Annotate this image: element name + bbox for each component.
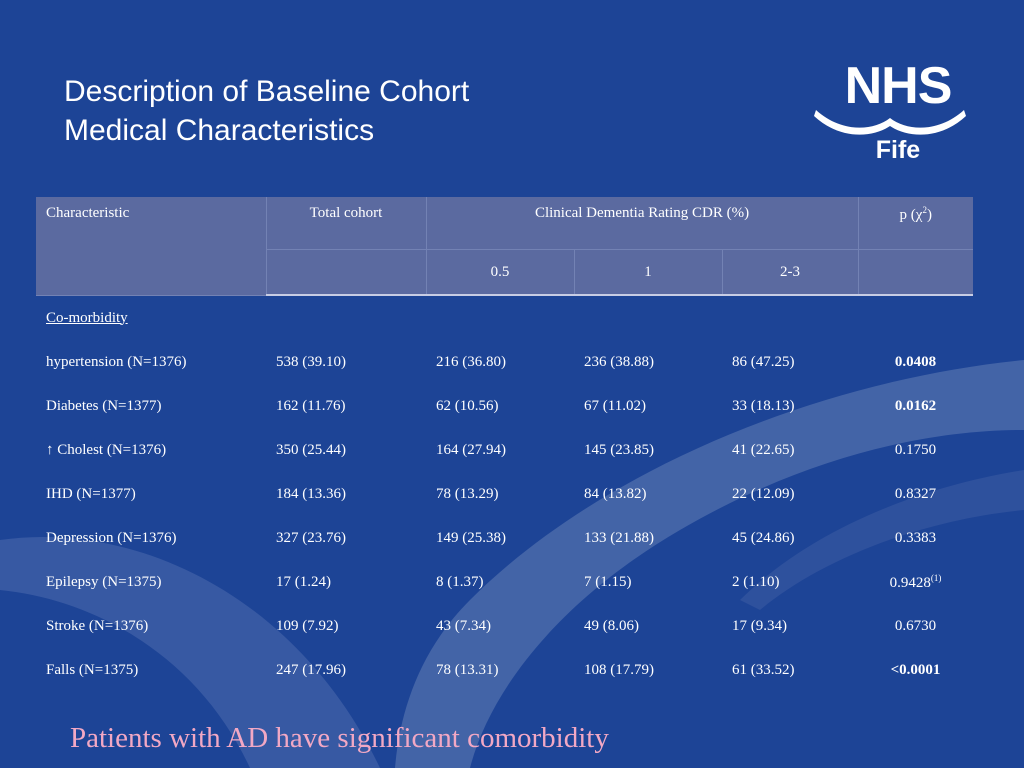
row-cdr-0-5: 164 (27.94) <box>436 441 506 458</box>
table-row: Stroke (N=1376) 109 (7.92) 43 (7.34) 49 (8.… <box>36 604 973 648</box>
logo-fife-text: Fife <box>875 136 921 164</box>
row-label: Diabetes (N=1377) <box>46 397 162 414</box>
row-label: Falls (N=1375) <box>46 661 139 678</box>
table-row: Epilepsy (N=1375) 17 (1.24) 8 (1.37) 7 (1.1… <box>36 560 973 604</box>
nhs-fife-logo: NHS Fife <box>810 57 970 170</box>
row-cdr-2-3: 61 (33.52) <box>732 661 795 678</box>
subheader-cdr-2-3: 2-3 <box>722 249 859 296</box>
row-cdr-0-5: 216 (36.80) <box>436 353 506 370</box>
row-cdr-0-5: 62 (10.56) <box>436 397 499 414</box>
row-cdr-1: 145 (23.85) <box>584 441 654 458</box>
row-total: 184 (13.36) <box>276 485 346 502</box>
row-total: 17 (1.24) <box>276 573 331 590</box>
row-cdr-1: 236 (38.88) <box>584 353 654 370</box>
row-p-value: <0.0001 <box>890 661 941 678</box>
row-label: Stroke (N=1376) <box>46 617 149 634</box>
subheader-total-empty <box>266 249 427 296</box>
row-total: 327 (23.76) <box>276 529 346 546</box>
baseline-characteristics-table: Characteristic Total cohort Clinical Dem… <box>36 197 973 692</box>
row-p-value: 0.3383 <box>894 529 937 546</box>
row-cdr-2-3: 17 (9.34) <box>732 617 787 634</box>
row-cdr-0-5: 78 (13.31) <box>436 661 499 678</box>
table-row: Falls (N=1375) 247 (17.96) 78 (13.31) 108 (… <box>36 648 973 692</box>
row-p-value: 0.0162 <box>894 397 937 414</box>
row-p-value: 0.8327 <box>894 485 937 502</box>
section-row: Co-morbidity <box>36 295 973 340</box>
header-cdr: Clinical Dementia Rating CDR (%) <box>426 197 859 250</box>
header-p-value: p (χ2) <box>858 197 973 250</box>
table-row: IHD (N=1377) 184 (13.36) 78 (13.29) 84 (13.… <box>36 472 973 516</box>
row-p-value: 0.0408 <box>894 353 937 370</box>
row-cdr-0-5: 149 (25.38) <box>436 529 506 546</box>
row-total: 350 (25.44) <box>276 441 346 458</box>
row-p-value: 0.1750 <box>894 441 937 458</box>
title-line-1: Description of Baseline Cohort <box>64 75 470 108</box>
row-cdr-2-3: 45 (24.86) <box>732 529 795 546</box>
row-total: 162 (11.76) <box>276 397 346 414</box>
row-total: 247 (17.96) <box>276 661 346 678</box>
table-subheader-row: 0.5 1 2-3 <box>36 249 973 296</box>
row-label: hypertension (N=1376) <box>46 353 187 370</box>
subheader-p-empty <box>858 249 973 296</box>
row-total: 538 (39.10) <box>276 353 346 370</box>
row-cdr-1: 84 (13.82) <box>584 485 647 502</box>
table-row: Diabetes (N=1377) 162 (11.76) 62 (10.56) 67… <box>36 384 973 428</box>
row-cdr-0-5: 78 (13.29) <box>436 485 499 502</box>
row-label: Depression (N=1376) <box>46 529 177 546</box>
row-cdr-2-3: 22 (12.09) <box>732 485 795 502</box>
table-row: hypertension (N=1376) 538 (39.10) 216 (36.… <box>36 340 973 384</box>
row-cdr-1: 133 (21.88) <box>584 529 654 546</box>
row-total: 109 (7.92) <box>276 617 339 634</box>
row-cdr-0-5: 8 (1.37) <box>436 573 484 590</box>
table-header-row: Characteristic Total cohort Clinical Dem… <box>36 197 973 296</box>
row-label: ↑ Cholest (N=1376) <box>46 441 167 458</box>
row-cdr-2-3: 2 (1.10) <box>732 573 780 590</box>
row-label: Epilepsy (N=1375) <box>46 573 162 590</box>
logo-nhs-text: NHS <box>844 57 953 115</box>
row-cdr-0-5: 43 (7.34) <box>436 617 491 634</box>
table-body: hypertension (N=1376) 538 (39.10) 216 (36.… <box>36 340 973 692</box>
subheader-cdr-1: 1 <box>574 249 723 296</box>
slide-footer-note: Patients with AD have significant comorb… <box>70 722 609 754</box>
row-cdr-2-3: 41 (22.65) <box>732 441 795 458</box>
row-cdr-1: 7 (1.15) <box>584 573 632 590</box>
subheader-cdr-0-5: 0.5 <box>426 249 575 296</box>
row-p-value: 0.9428(1) <box>889 572 942 591</box>
row-p-value: 0.6730 <box>894 617 937 634</box>
row-cdr-1: 49 (8.06) <box>584 617 639 634</box>
row-cdr-1: 67 (11.02) <box>584 397 646 414</box>
section-label: Co-morbidity <box>46 309 128 326</box>
row-cdr-2-3: 86 (47.25) <box>732 353 795 370</box>
header-total-cohort: Total cohort <box>266 197 427 250</box>
row-cdr-2-3: 33 (18.13) <box>732 397 795 414</box>
table-row: ↑ Cholest (N=1376) 350 (25.44) 164 (27.94)… <box>36 428 973 472</box>
row-label: IHD (N=1377) <box>46 485 136 502</box>
slide-title: Description of Baseline Cohort Medical C… <box>64 72 469 150</box>
row-cdr-1: 108 (17.79) <box>584 661 654 678</box>
logo-book-icon <box>814 110 966 135</box>
table-row: Depression (N=1376) 327 (23.76) 149 (25.38… <box>36 516 973 560</box>
title-line-2: Medical Characteristics <box>64 114 375 147</box>
header-characteristic: Characteristic <box>36 197 267 296</box>
